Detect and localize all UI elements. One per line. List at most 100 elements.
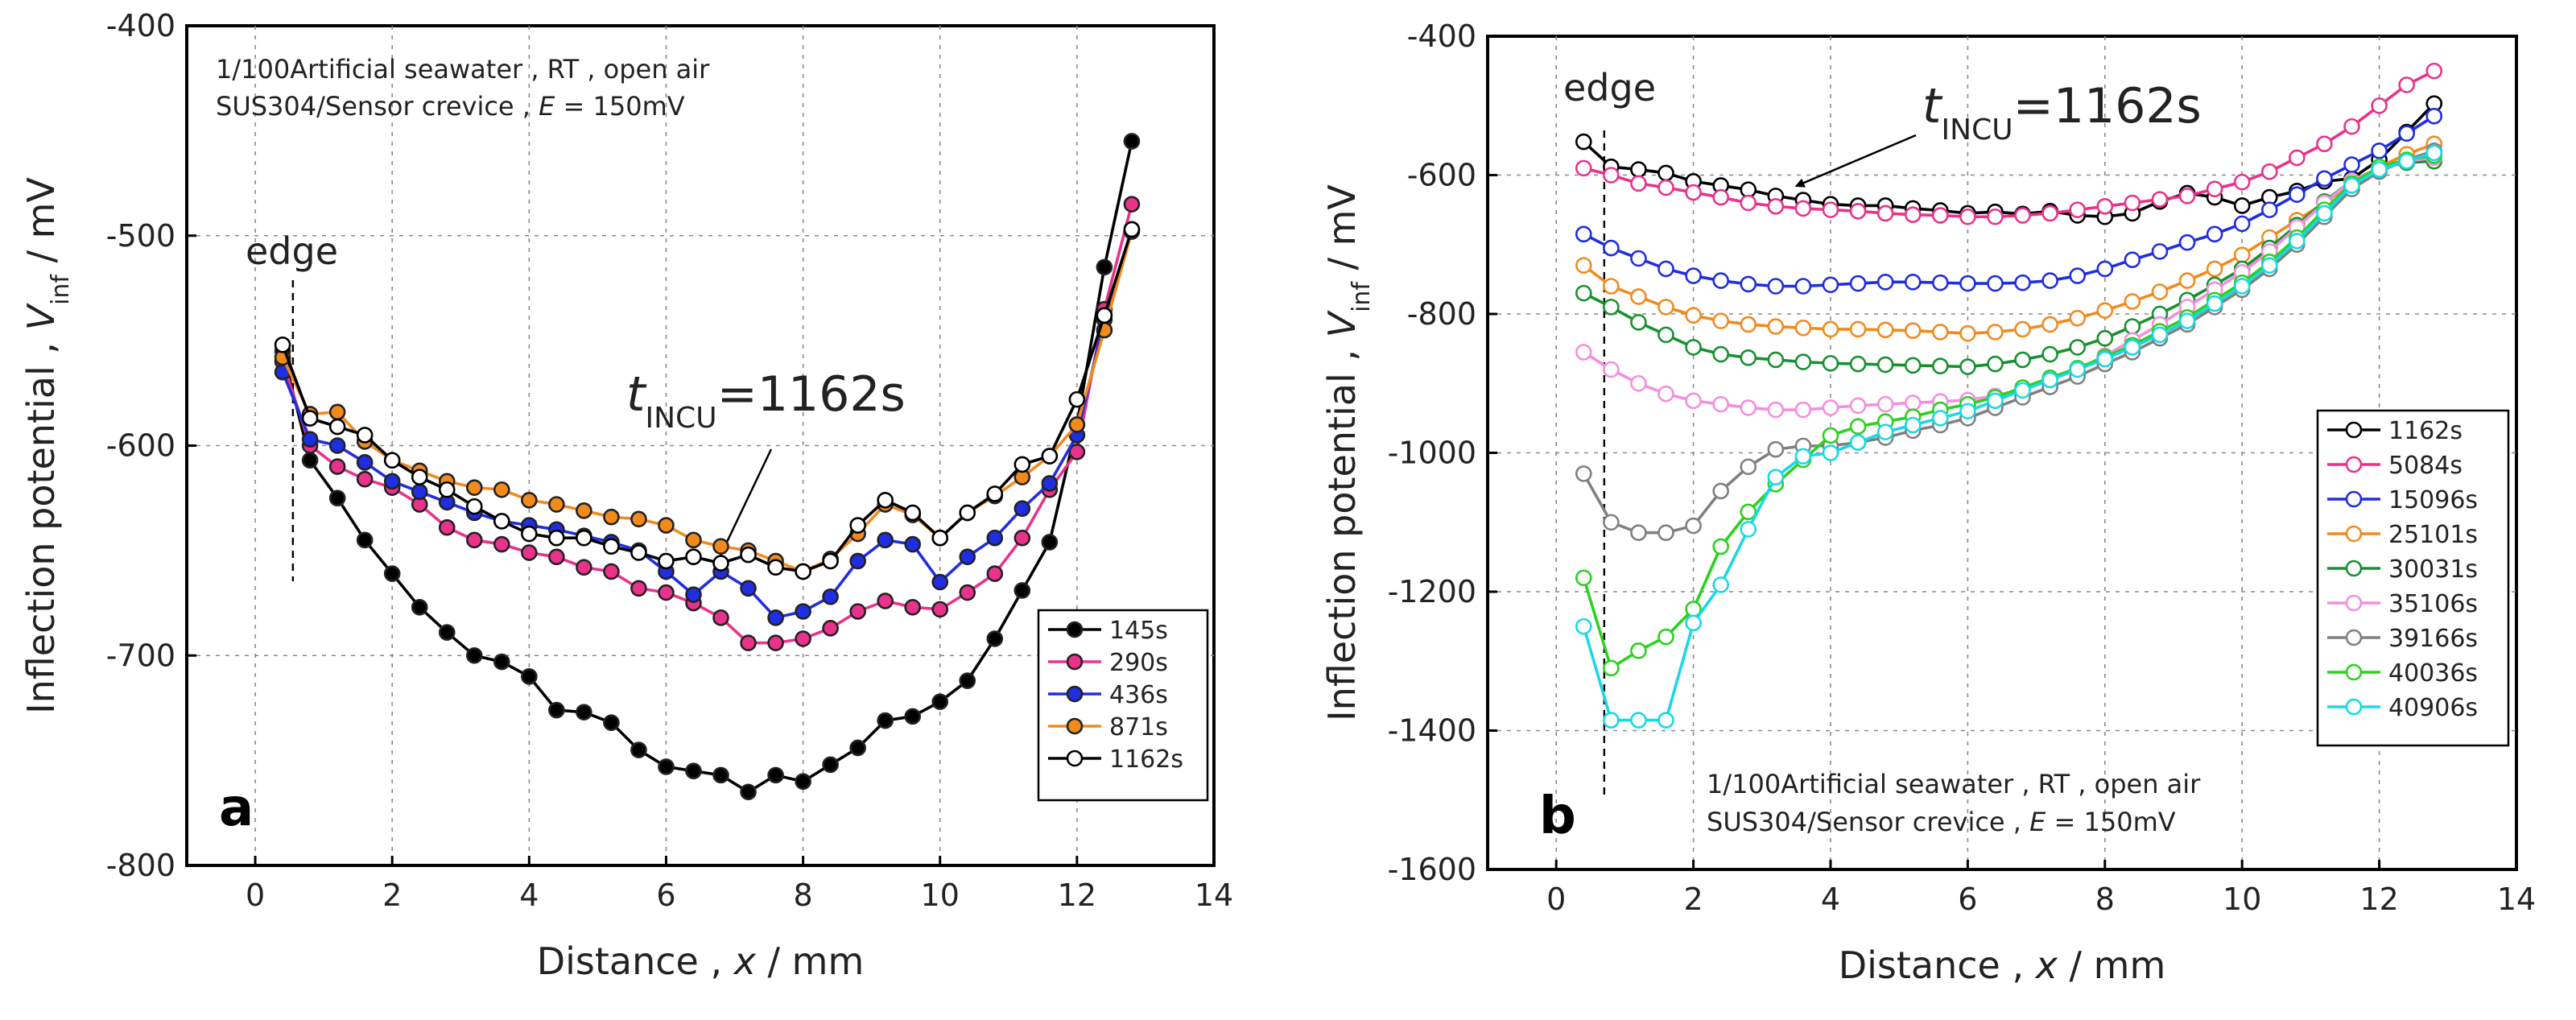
data-point xyxy=(1794,353,1812,370)
data-point xyxy=(1096,307,1113,324)
y-tick-label: -1600 xyxy=(1388,852,1476,887)
panel-letter: a xyxy=(219,778,254,838)
data-point xyxy=(1712,345,1729,363)
data-point xyxy=(986,630,1004,647)
data-point xyxy=(1123,221,1141,238)
data-point xyxy=(986,529,1004,547)
data-point xyxy=(383,473,401,490)
data-point xyxy=(2206,225,2223,243)
data-point xyxy=(1041,534,1059,551)
data-point xyxy=(1740,349,1757,366)
legend-entry: 1162s xyxy=(2327,417,2462,445)
data-point xyxy=(1712,272,1729,289)
legend-entry: 25101s xyxy=(2327,521,2478,549)
data-point xyxy=(1603,361,1620,378)
y-tick-label: -800 xyxy=(1407,296,1476,332)
data-point xyxy=(1657,164,1674,182)
data-point xyxy=(2014,320,2031,338)
data-point xyxy=(959,548,976,565)
data-point xyxy=(1096,258,1113,276)
data-point xyxy=(1575,257,1592,274)
data-point xyxy=(1630,374,1647,392)
data-point xyxy=(740,580,757,597)
data-point xyxy=(2069,267,2087,284)
data-point xyxy=(1904,394,1922,411)
edge-label: edge xyxy=(246,229,338,273)
data-point xyxy=(411,483,428,501)
data-point xyxy=(2260,201,2278,218)
x-axis-label: Distance , x / mm xyxy=(537,939,865,983)
data-point xyxy=(959,504,976,522)
data-point xyxy=(685,548,702,565)
data-point xyxy=(1068,444,1086,460)
data-point xyxy=(576,559,592,576)
data-point xyxy=(1767,440,1785,458)
data-point xyxy=(1603,239,1620,257)
data-point xyxy=(2151,283,2169,300)
data-point xyxy=(465,531,483,549)
data-point xyxy=(986,565,1004,582)
data-point xyxy=(740,546,757,564)
data-point xyxy=(1740,275,1757,293)
data-point xyxy=(904,708,922,725)
legend-entry: 1162s xyxy=(1048,745,1183,774)
data-point xyxy=(493,481,510,498)
data-point xyxy=(1959,403,1976,420)
data-point xyxy=(1904,322,1922,340)
data-point xyxy=(877,531,894,549)
data-point xyxy=(2124,293,2141,310)
legend-label: 30031s xyxy=(2388,555,2478,584)
data-point xyxy=(1959,208,1976,225)
data-point xyxy=(301,431,319,448)
data-point xyxy=(576,529,592,547)
legend-swatch-marker xyxy=(1066,621,1084,638)
data-point xyxy=(849,603,866,620)
data-point xyxy=(712,609,729,626)
legend-entry: 871s xyxy=(1048,713,1168,741)
data-point xyxy=(2178,272,2196,289)
data-point xyxy=(1876,274,1894,291)
data-point xyxy=(1657,179,1674,196)
data-point xyxy=(2014,351,2031,369)
data-point xyxy=(1849,320,1867,338)
data-point xyxy=(2343,156,2360,173)
data-point xyxy=(356,470,374,488)
condition-note: 1/100Artificial seawater , RT , open air xyxy=(216,54,710,85)
legend-swatch-marker xyxy=(1066,750,1084,767)
legend-entry: 290s xyxy=(1048,649,1168,677)
x-tick-label: 12 xyxy=(1058,878,1096,913)
legend: 145s 290s 436s 871s 1162s xyxy=(1037,609,1209,802)
data-point xyxy=(1904,416,1922,434)
data-point xyxy=(2289,149,2306,167)
data-point xyxy=(1657,299,1674,316)
data-point xyxy=(822,620,839,637)
data-point xyxy=(548,529,565,547)
legend-swatch-marker xyxy=(1066,653,1084,671)
data-point xyxy=(1767,469,1785,485)
data-point xyxy=(1657,385,1674,403)
data-point xyxy=(1630,524,1647,541)
data-point xyxy=(603,563,620,580)
data-point xyxy=(465,498,483,515)
legend-label: 5084s xyxy=(2388,452,2462,480)
data-point xyxy=(1794,319,1812,337)
data-point xyxy=(740,783,757,801)
data-point xyxy=(2178,233,2196,251)
data-point xyxy=(795,563,811,580)
legend-swatch-marker xyxy=(2345,525,2363,543)
x-tick-label: 4 xyxy=(519,878,539,913)
data-point xyxy=(1822,201,1839,218)
data-point xyxy=(2233,278,2251,295)
data-point xyxy=(1685,307,1702,324)
legend-swatch-marker xyxy=(2345,629,2363,646)
y-axis-label: Inflection potential , Vinf / mV xyxy=(19,177,75,714)
data-point xyxy=(1987,324,2004,341)
data-point xyxy=(931,601,949,618)
data-point xyxy=(931,573,949,591)
data-point xyxy=(2096,260,2114,278)
data-point xyxy=(795,630,811,647)
data-point xyxy=(411,598,428,616)
data-point xyxy=(2289,233,2306,250)
data-point xyxy=(2371,161,2388,178)
